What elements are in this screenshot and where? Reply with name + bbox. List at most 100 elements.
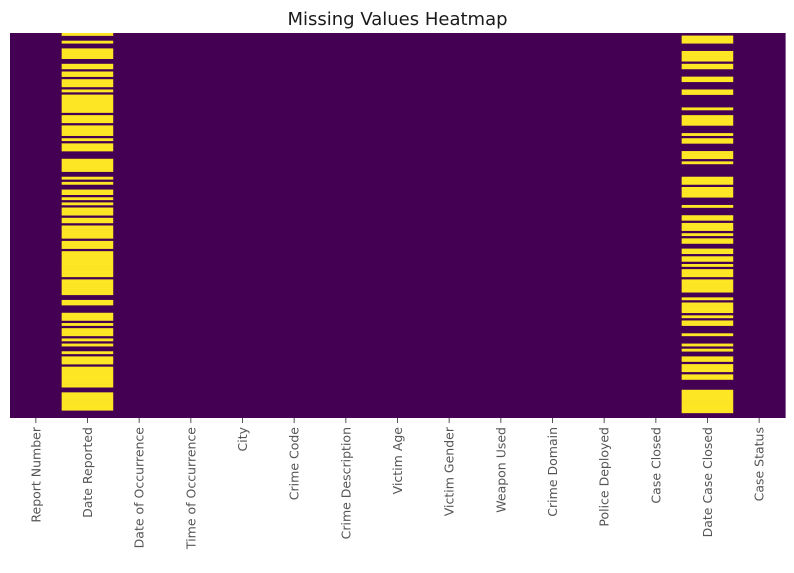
missing-cell: [61, 261, 114, 265]
missing-cell: [61, 176, 114, 180]
missing-cell: [681, 179, 734, 183]
missing-cell: [681, 194, 734, 198]
missing-cell: [61, 405, 114, 409]
missing-cell: [681, 333, 734, 337]
x-tick-label: Crime Description: [338, 427, 353, 539]
missing-cell: [681, 122, 734, 126]
x-tick-label: Police Deployed: [597, 427, 612, 527]
missing-cell: [61, 317, 114, 321]
missing-cell: [681, 400, 734, 403]
missing-cell: [681, 53, 734, 57]
missing-cell: [681, 287, 734, 290]
missing-cell: [61, 217, 114, 221]
missing-cell: [61, 328, 114, 332]
heatmap-column: [526, 33, 579, 418]
x-axis-ticks: Report Number Date Reported Date of Occurr…: [28, 418, 767, 550]
missing-cell: [61, 48, 114, 52]
missing-cell: [681, 181, 734, 185]
x-tick-label: Crime Code: [287, 427, 302, 500]
chart-title: Missing Values Heatmap: [287, 9, 507, 30]
missing-cell: [61, 189, 114, 193]
missing-cell: [681, 153, 734, 157]
x-tick-label: Victim Age: [390, 427, 405, 495]
missing-cell: [681, 248, 734, 252]
missing-cell: [681, 58, 734, 62]
missing-cell: [681, 120, 734, 124]
missing-cell: [681, 56, 734, 59]
heatmap-column: [10, 33, 63, 418]
heatmap-column: [165, 33, 218, 418]
missing-cell: [61, 256, 114, 260]
missing-cell: [61, 397, 114, 401]
missing-cell: [61, 315, 114, 319]
x-tick-label: Date of Occurrence: [132, 427, 147, 549]
missing-cell: [61, 281, 114, 285]
missing-cell: [61, 197, 114, 201]
missing-cell: [681, 358, 734, 362]
heatmap-column: [578, 33, 631, 418]
x-tick-label: Weapon Used: [493, 427, 508, 513]
missing-cell: [61, 323, 114, 326]
missing-cell: [61, 235, 114, 239]
missing-cell: [681, 189, 734, 193]
missing-cell: [61, 117, 114, 121]
missing-cell: [681, 89, 734, 93]
missing-cell: [61, 133, 114, 136]
missing-cell: [61, 169, 114, 172]
missing-cell: [61, 145, 114, 149]
missing-cell: [681, 240, 734, 244]
missing-cell: [61, 212, 114, 216]
missing-cell: [681, 279, 734, 283]
missing-cell: [681, 364, 734, 367]
missing-cell: [61, 127, 114, 131]
missing-cell: [61, 243, 114, 247]
missing-cell: [681, 187, 734, 190]
missing-cell: [681, 115, 734, 118]
heatmap-column: [630, 33, 683, 418]
missing-cell: [681, 297, 734, 301]
missing-cell: [61, 266, 114, 270]
missing-cell: [61, 376, 114, 380]
missing-cell: [681, 348, 734, 352]
missing-cell: [681, 323, 734, 326]
missing-cell: [61, 166, 114, 170]
x-tick-label: Victim Gender: [442, 426, 457, 516]
missing-cell: [681, 192, 734, 195]
x-tick-label: Crime Domain: [545, 427, 560, 517]
missing-cell: [61, 225, 114, 229]
missing-cell: [61, 279, 114, 283]
heatmap-column: [475, 33, 528, 418]
missing-cell: [61, 361, 114, 365]
missing-cell: [681, 63, 734, 67]
missing-cell: [681, 305, 734, 308]
missing-cell: [61, 369, 114, 373]
missing-cell: [61, 240, 114, 244]
missing-cell: [61, 143, 114, 147]
missing-cell: [681, 117, 734, 121]
missing-cell: [61, 97, 114, 101]
missing-cell: [61, 148, 114, 152]
x-tick-label: Report Number: [28, 426, 43, 522]
missing-cell: [681, 374, 734, 378]
missing-cell: [61, 74, 114, 77]
missing-cell: [61, 79, 114, 83]
missing-cell: [61, 251, 114, 255]
missing-cell: [61, 374, 114, 378]
missing-cell: [61, 284, 114, 288]
missing-cell: [681, 107, 734, 111]
missing-cell: [61, 53, 114, 57]
missing-cell: [61, 371, 114, 375]
missing-cell: [681, 258, 734, 262]
missing-cell: [681, 402, 734, 406]
missing-cell: [681, 310, 734, 314]
heatmap-column: [733, 33, 786, 418]
missing-cell: [681, 140, 734, 144]
missing-cell: [61, 264, 114, 267]
missing-cell: [61, 110, 114, 113]
missing-cell: [681, 343, 734, 347]
missing-cell: [681, 228, 734, 231]
x-tick-label: Case Status: [752, 427, 767, 501]
missing-cell: [61, 382, 114, 385]
missing-cell: [681, 217, 734, 221]
